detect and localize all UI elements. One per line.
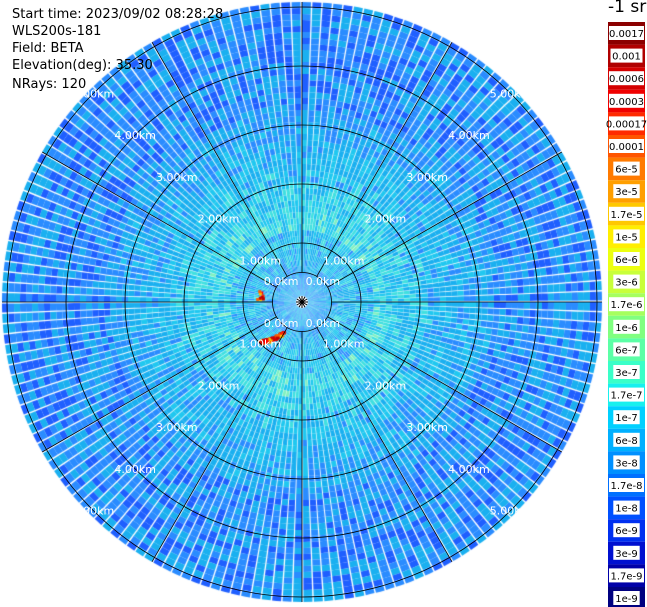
range-label-5-3: 5.00km (73, 505, 115, 518)
colorbar-label-bg-9 (613, 229, 640, 244)
colorbar-tick-label-24: 1.7e-9 (610, 571, 642, 582)
colorbar-label-bg-16 (609, 387, 644, 402)
range-label-1-1: 1.00km (323, 254, 365, 267)
colorbar-label-bg-4 (609, 116, 644, 131)
colorbar-label-bg-3 (609, 93, 644, 108)
center-mark-10 (301, 296, 306, 303)
colorbar-tick-label-4: 0.00017 (606, 119, 647, 130)
range-label-5-1: 5.00km (490, 87, 532, 100)
scan-info: Start time: 2023/09/02 08:28:28 WLS200s-… (12, 6, 223, 93)
colorbar-tick-label-12: 1.7e-6 (610, 300, 642, 311)
radial-spoke-1 (316, 41, 453, 277)
radial-spoke-8 (41, 316, 277, 453)
colorbar-label-bg-7 (613, 184, 640, 199)
colorbar-label-bg-18 (613, 432, 640, 447)
range-label-2-0: 2.00km (198, 213, 240, 226)
colorbar-label-bg-13 (613, 319, 640, 334)
range-label-5-2: 5.00km (490, 505, 532, 518)
center-mark-4 (298, 301, 303, 308)
instrument-text: WLS200s-181 (12, 24, 102, 39)
colorbar-label-bg-24 (609, 568, 644, 583)
center-mark-7 (296, 298, 303, 303)
colorbar-tick-label-7: 3e-5 (615, 187, 638, 198)
colorbar-tick-label-19: 3e-8 (615, 458, 638, 469)
colorbar-tick-label-17: 1e-7 (615, 413, 638, 424)
range-label-2-2: 2.00km (365, 379, 407, 392)
colorbar-label-bg-21 (613, 500, 640, 515)
colorbar-label-bg-2 (609, 71, 644, 86)
colorbar-label-bg-1 (610, 48, 643, 63)
radial-spoke-10 (41, 151, 277, 288)
colorbar-tick-label-21: 1e-8 (615, 504, 638, 515)
range-label-1-3: 1.00km (239, 338, 281, 351)
radial-spoke-11 (151, 41, 288, 277)
radial-spoke-4 (327, 316, 563, 453)
range-label-3-1: 3.00km (406, 171, 448, 184)
colorbar-label-bg-11 (613, 274, 640, 289)
colorbar-label-bg-20 (609, 478, 644, 492)
range-label-0-3: 0.0km (264, 317, 299, 330)
elevation-text: Elevation(deg): 35.30 (12, 58, 153, 73)
center-mark-1 (301, 301, 308, 306)
colorbar-tick-label-0: 0.0017 (609, 29, 644, 40)
colorbar-label-bg-8 (609, 206, 644, 221)
colorbar-tick-label-23: 3e-9 (615, 549, 638, 560)
range-label-1-2: 1.00km (323, 338, 365, 351)
nrays-text: NRays: 120 (12, 77, 87, 92)
colorbar-tick-label-22: 6e-9 (615, 526, 638, 537)
colorbar-tick-label-15: 3e-7 (615, 368, 638, 379)
colorbar-label-bg-23 (613, 545, 640, 560)
range-label-2-1: 2.00km (365, 213, 407, 226)
colorbar-tick-label-14: 6e-7 (615, 345, 638, 356)
colorbar-label-bg-10 (613, 252, 640, 266)
start-time-text: Start time: 2023/09/02 08:28:28 (12, 7, 224, 22)
colorbar-tick-label-10: 6e-6 (615, 255, 638, 266)
range-label-1-0: 1.00km (239, 254, 281, 267)
colorbar-label-bg-6 (613, 161, 640, 176)
colorbar-label-bg-22 (613, 523, 640, 538)
colorbar-tick-label-11: 3e-6 (615, 278, 638, 289)
colorbar-tick-label-18: 6e-8 (615, 436, 638, 447)
colorbar-tick-label-20: 1.7e-8 (610, 481, 642, 492)
colorbar-label-bg-12 (609, 297, 644, 312)
range-label-3-0: 3.00km (156, 171, 198, 184)
radial-spoke-5 (316, 327, 453, 563)
range-label-4-3: 4.00km (114, 463, 156, 476)
colorbar-tick-label-16: 1.7e-7 (610, 391, 642, 402)
colorbar-tick-label-3: 0.0003 (609, 97, 644, 108)
colorbar-label-bg-19 (613, 455, 640, 470)
colorbar-label-bg-25 (613, 591, 640, 605)
colorbar-label-bg-0 (609, 26, 644, 40)
colorbar-tick-label-6: 6e-5 (615, 165, 638, 176)
range-label-4-2: 4.00km (448, 463, 490, 476)
range-label-2-3: 2.00km (198, 379, 240, 392)
colorbar-label-bg-5 (609, 139, 644, 153)
center-mark-11 (301, 298, 308, 303)
range-label-3-2: 3.00km (406, 421, 448, 434)
radial-spoke-2 (327, 151, 563, 288)
colorbar-unit-label: -1 sr (608, 0, 647, 17)
colorbar-tick-label-9: 1e-5 (615, 232, 638, 243)
range-label-5-0: 5.00km (73, 87, 115, 100)
range-label-0-0: 0.0km (264, 275, 299, 288)
range-label-4-1: 4.00km (448, 129, 490, 142)
range-label-0-2: 0.0km (306, 317, 341, 330)
colorbar-tick-label-5: 0.0001 (609, 142, 644, 153)
colorbar-tick-label-13: 1e-6 (615, 323, 638, 334)
colorbar-label-bg-14 (613, 342, 640, 357)
colorbar-tick-label-25: 1e-9 (615, 594, 638, 605)
colorbar-label-bg-17 (613, 410, 640, 425)
range-label-3-3: 3.00km (156, 421, 198, 434)
radial-spoke-7 (151, 327, 288, 563)
colorbar-tick-label-8: 1.7e-5 (610, 210, 642, 221)
range-label-0-1: 0.0km (306, 275, 341, 288)
colorbar-tick-label-2: 0.0006 (609, 74, 644, 85)
range-label-4-0: 4.00km (114, 129, 156, 142)
colorbar-label-bg-15 (613, 365, 640, 379)
field-text: Field: BETA (12, 41, 84, 56)
colorbar-tick-label-1: 0.001 (612, 52, 641, 63)
